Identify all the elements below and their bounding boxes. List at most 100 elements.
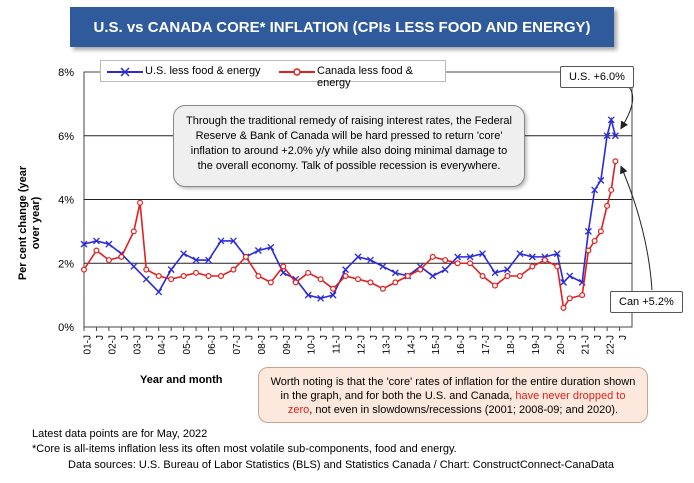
interest-rate-note: Through the traditional remedy of raisin… xyxy=(173,105,525,187)
us-data-point xyxy=(317,294,325,302)
x-tick-label: 20-J xyxy=(556,335,567,354)
x-tick-label: 18-J xyxy=(506,335,517,354)
x-tick-label: J xyxy=(593,335,604,340)
x-tick-label: J xyxy=(494,335,505,340)
x-tick-label: 17-J xyxy=(481,335,492,354)
us-data-point xyxy=(528,253,536,261)
canada-data-point xyxy=(242,253,249,260)
x-tick-label: 07-J xyxy=(232,335,243,354)
x-tick-label: J xyxy=(95,335,106,340)
x-tick-label: J xyxy=(244,335,255,340)
us-data-point xyxy=(597,176,605,184)
x-tick-label: J xyxy=(145,335,156,340)
us-data-point xyxy=(611,132,619,140)
canada-data-point xyxy=(93,247,100,254)
canada-data-point xyxy=(180,273,187,280)
us-data-point xyxy=(267,243,275,251)
never-zero-note: Worth noting is that the 'core' rates of… xyxy=(258,367,648,423)
canada-latest-callout: Can +5.2% xyxy=(610,291,683,313)
canada-data-point xyxy=(597,228,604,235)
chart-series xyxy=(80,116,619,311)
us-data-point xyxy=(584,227,592,235)
us-data-point xyxy=(553,250,561,258)
canada-data-point xyxy=(591,237,598,244)
x-tick-label: 13-J xyxy=(381,335,392,354)
canada-data-point xyxy=(516,273,523,280)
us-data-point xyxy=(441,266,449,274)
callout-arrows xyxy=(620,85,653,291)
legend-us-label: U.S. less food & energy xyxy=(145,65,261,77)
x-tick-label: J xyxy=(444,335,455,340)
x-tick-label: 14-J xyxy=(406,335,417,354)
canada-data-point xyxy=(608,186,615,193)
canada-data-point xyxy=(479,273,486,280)
canada-data-point xyxy=(392,279,399,286)
x-tick-label: J xyxy=(269,335,280,340)
canada-data-point xyxy=(255,273,262,280)
x-tick-label: J xyxy=(319,335,330,340)
canada-data-point xyxy=(417,266,424,273)
x-tick-label: J xyxy=(344,335,355,340)
x-tick-label: 15-J xyxy=(431,335,442,354)
chart-title-banner: U.S. vs CANADA CORE* INFLATION (CPIs LES… xyxy=(70,7,614,47)
canada-data-point xyxy=(442,257,449,264)
x-tick-label: J xyxy=(369,335,380,340)
us-data-point xyxy=(105,240,113,248)
canada-data-point xyxy=(355,276,362,283)
y-tick-label: 4% xyxy=(58,195,74,207)
x-tick-label: J xyxy=(120,335,131,340)
x-tick-label: J xyxy=(618,335,629,340)
us-data-point xyxy=(454,253,462,261)
canada-data-point xyxy=(105,257,112,264)
us-data-point xyxy=(155,288,163,296)
y-tick-label: 6% xyxy=(58,131,74,143)
canada-data-point xyxy=(604,202,611,209)
canada-data-point xyxy=(317,276,324,283)
x-tick-label: J xyxy=(419,335,430,340)
canada-data-point xyxy=(454,260,461,267)
x-tick-label: J xyxy=(220,335,231,340)
canada-callout-arrow xyxy=(620,165,653,291)
y-axis-label: Per cent change (year over year) xyxy=(17,165,42,281)
us-data-point xyxy=(354,253,362,261)
us-data-point xyxy=(130,262,138,270)
chart-title: U.S. vs CANADA CORE* INFLATION (CPIs LES… xyxy=(93,18,591,36)
us-data-point xyxy=(192,256,200,264)
canada-data-point xyxy=(504,273,511,280)
x-tick-label: J xyxy=(170,335,181,340)
canada-data-point xyxy=(585,247,592,254)
canada-data-point xyxy=(230,266,237,273)
x-tick-label: 02-J xyxy=(107,335,118,354)
us-data-point xyxy=(279,269,287,277)
y-tick-label: 8% xyxy=(58,67,74,79)
x-axis-ticks: 01-J J 02-J J 03-J J 04-J J 05-J J 06-J J 07-J J 08-J J… xyxy=(83,327,629,354)
us-callout-arrow xyxy=(620,85,634,130)
canada-data-point xyxy=(280,263,287,270)
canada-data-point xyxy=(404,273,411,280)
x-tick-label: J xyxy=(195,335,206,340)
x-tick-label: 03-J xyxy=(132,335,143,354)
us-data-point xyxy=(304,291,312,299)
canada-data-point xyxy=(130,228,137,235)
us-data-point xyxy=(205,256,213,264)
x-tick-label: 09-J xyxy=(282,335,293,354)
us-data-point xyxy=(391,269,399,277)
footer-core-definition: *Core is all-items inflation less its of… xyxy=(32,443,457,455)
footer-latest: Latest data points are for May, 2022 xyxy=(32,428,208,440)
canada-data-point xyxy=(541,257,548,264)
x-tick-label: J xyxy=(543,335,554,340)
canada-data-point xyxy=(80,266,87,273)
x-tick-label: 08-J xyxy=(257,335,268,354)
canada-data-point xyxy=(367,279,374,286)
canada-data-point xyxy=(143,266,150,273)
x-tick-label: 05-J xyxy=(182,335,193,354)
us-data-point xyxy=(254,247,262,254)
us-data-point xyxy=(167,266,175,274)
x-tick-label: 11-J xyxy=(332,335,343,354)
x-tick-label: J xyxy=(568,335,579,340)
canada-data-point xyxy=(342,273,349,280)
y-tick-label: 0% xyxy=(58,322,74,334)
canada-data-point xyxy=(218,273,225,280)
y-axis-ticks: 0% 2% 4% 6% 8% xyxy=(58,67,74,334)
us-data-point xyxy=(217,237,225,245)
